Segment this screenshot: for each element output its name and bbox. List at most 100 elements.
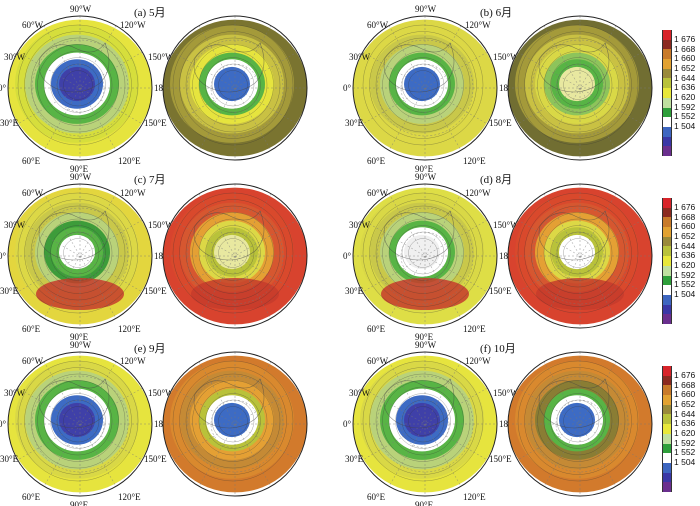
- lon-label-bottom: 90°E: [70, 164, 89, 174]
- lon-label-lower-left: 30°E: [0, 454, 19, 464]
- polar-map-12: [507, 351, 653, 497]
- lon-label-lower-right: 150°E: [144, 454, 167, 464]
- colorbar-swatch: [662, 285, 672, 296]
- lon-label-top: 90°W: [415, 172, 437, 182]
- lon-label-top: 90°W: [415, 4, 437, 14]
- lon-label-bottom-right: 120°E: [463, 156, 486, 166]
- colorbar-swatch: [662, 256, 672, 267]
- lon-label-lower-left: 30°E: [345, 118, 364, 128]
- colorbar-label: 1 552: [674, 111, 696, 122]
- colorbar-label: 1 676: [674, 201, 696, 212]
- lon-label-upper-right: 150°W: [148, 388, 174, 398]
- lon-label-top-right: 120°W: [465, 188, 491, 198]
- lon-label-top-left: 60°W: [367, 188, 389, 198]
- colorbar-label: 1 592: [674, 269, 696, 280]
- lon-label-bottom-left: 60°E: [367, 324, 386, 334]
- lon-label-top-left: 60°W: [22, 20, 44, 30]
- lon-label-bottom-left: 60°E: [22, 156, 41, 166]
- lon-label-bottom: 90°E: [415, 332, 434, 342]
- polar-map-2: [162, 15, 308, 161]
- colorbar-swatch: [662, 136, 672, 147]
- lon-label-bottom-right: 120°E: [118, 492, 141, 502]
- colorbar-swatch: [662, 443, 672, 454]
- lon-label-top-right: 120°W: [465, 20, 491, 30]
- lon-label-lower-right: 150°E: [144, 118, 167, 128]
- lon-label-bottom: 90°E: [415, 164, 434, 174]
- lon-label-upper-right: 150°W: [493, 388, 519, 398]
- colorbar-label: 1 504: [674, 457, 696, 468]
- lon-label-bottom-right: 120°E: [118, 324, 141, 334]
- lon-label-bottom-left: 60°E: [367, 492, 386, 502]
- lon-label-bottom: 90°E: [70, 500, 89, 506]
- colorbar-row-2: [662, 198, 672, 325]
- colorbar-swatch: [662, 294, 672, 306]
- colorbar-label: 1 620: [674, 428, 696, 439]
- lon-label-bottom-right: 120°E: [118, 156, 141, 166]
- colorbar-label: 1 636: [674, 82, 696, 93]
- lon-label-left: 0°: [0, 419, 7, 429]
- lon-label-upper-right: 150°W: [493, 52, 519, 62]
- colorbar-label: 1 668: [674, 211, 696, 222]
- colorbar-label: 1 636: [674, 250, 696, 261]
- polar-map-4: [507, 15, 653, 161]
- lon-label-upper-left: 30°W: [4, 388, 26, 398]
- colorbar-swatch: [662, 97, 672, 109]
- lon-label-left: 0°: [0, 83, 7, 93]
- colorbar-swatch: [662, 404, 672, 415]
- lon-label-top-right: 120°W: [120, 356, 146, 366]
- lon-label-upper-left: 30°W: [349, 388, 371, 398]
- colorbar-label: 1 660: [674, 221, 696, 232]
- colorbar-label: 1 644: [674, 408, 696, 419]
- colorbar-swatch: [662, 227, 672, 238]
- colorbar-swatch: [662, 78, 672, 89]
- lon-label-lower-left: 30°E: [345, 286, 364, 296]
- lon-label-bottom: 90°E: [415, 500, 434, 506]
- lon-label-left: 0°: [343, 83, 352, 93]
- colorbar-label: 1 504: [674, 121, 696, 132]
- colorbar-swatch: [662, 117, 672, 128]
- colorbar-swatch: [662, 433, 672, 445]
- lon-label-top-left: 60°W: [22, 356, 44, 366]
- colorbar-swatch: [662, 385, 672, 396]
- colorbar-swatch: [662, 424, 672, 435]
- polar-map-10: [162, 351, 308, 497]
- colorbar-label: 1 552: [674, 447, 696, 458]
- lon-label-upper-left: 30°W: [4, 52, 26, 62]
- polar-map-1: [7, 15, 153, 161]
- panel-title-d: (d) 8月: [480, 174, 513, 186]
- lon-label-upper-left: 30°W: [349, 52, 371, 62]
- lon-label-top-right: 120°W: [120, 20, 146, 30]
- lon-label-upper-left: 30°W: [4, 220, 26, 230]
- panel-title-b: (b) 6月: [480, 7, 513, 19]
- colorbar-swatch: [662, 482, 672, 493]
- polar-map-3: [352, 15, 498, 161]
- colorbar-swatch: [662, 314, 672, 325]
- colorbar-label: 1 644: [674, 240, 696, 251]
- polar-map-11: [352, 351, 498, 497]
- colorbar-swatch: [662, 265, 672, 277]
- colorbar-label: 1 676: [674, 33, 696, 44]
- polar-map-8: [507, 183, 653, 329]
- colorbar-swatch: [662, 207, 672, 218]
- colorbar-swatch: [662, 304, 672, 315]
- lon-label-top: 90°W: [70, 172, 92, 182]
- colorbar-label: 1 592: [674, 101, 696, 112]
- colorbar-label: 1 652: [674, 62, 696, 73]
- lon-label-upper-right: 150°W: [148, 52, 174, 62]
- lon-label-bottom-left: 60°E: [367, 156, 386, 166]
- colorbar-label: 1 660: [674, 389, 696, 400]
- polar-map-5: [7, 183, 153, 329]
- panel-title-e: (e) 9月: [134, 343, 166, 355]
- colorbar-swatch: [662, 126, 672, 138]
- colorbar-swatch: [662, 30, 672, 41]
- lon-label-top-right: 120°W: [120, 188, 146, 198]
- lon-label-top-left: 60°W: [22, 188, 44, 198]
- colorbar-swatch: [662, 375, 672, 386]
- colorbar-swatch: [662, 275, 672, 286]
- lon-label-top-left: 60°W: [367, 356, 389, 366]
- colorbar-swatch: [662, 236, 672, 247]
- colorbar-label: 1 504: [674, 289, 696, 300]
- lon-label-bottom-left: 60°E: [22, 492, 41, 502]
- colorbar-swatch: [662, 366, 672, 377]
